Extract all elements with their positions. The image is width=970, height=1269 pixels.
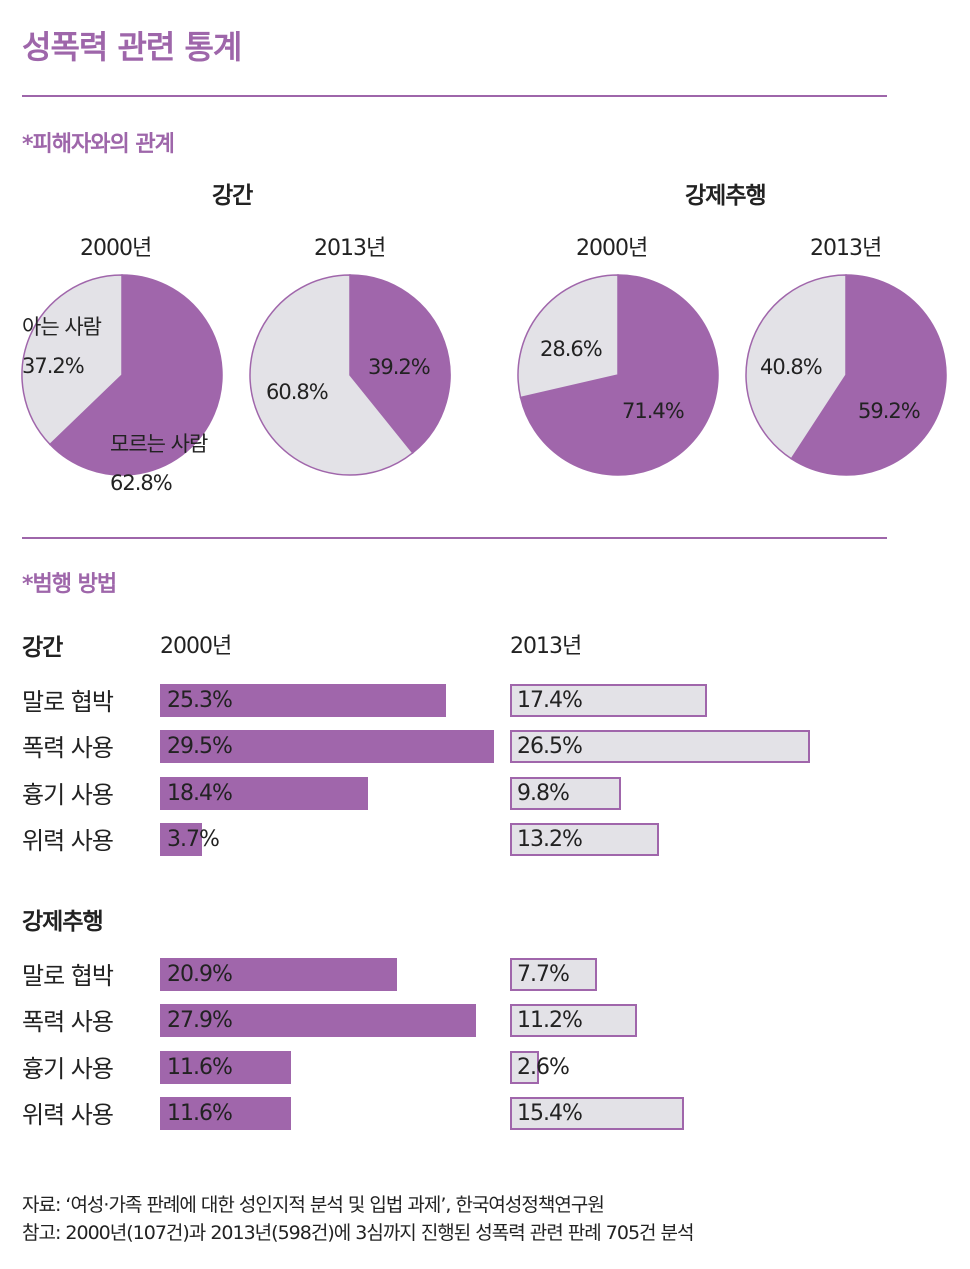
pie-slice	[790, 274, 947, 476]
bar-category-label: 말로 협박	[22, 688, 114, 716]
bar-value-label: 18.4%	[167, 780, 233, 806]
pie-slice-value: 62.8%	[110, 471, 173, 495]
bar-value-label: 9.8%	[517, 780, 570, 806]
bar-category-label: 흉기 사용	[22, 780, 114, 809]
bar	[510, 730, 810, 764]
bar	[510, 1004, 637, 1038]
reference-note: 참고: 2000년(107건)과 2013년(598건)에 3심까지 진행된 성…	[22, 1222, 695, 1244]
pie-slice	[21, 274, 123, 446]
pie-slice-label: 28.6%	[540, 330, 603, 369]
bar-value-label: 11.6%	[167, 1100, 233, 1126]
bar-value-label: 11.2%	[517, 1008, 583, 1034]
pie-slice-value: 37.2%	[22, 354, 85, 378]
bar	[160, 958, 397, 991]
pie-charts	[21, 274, 947, 476]
bar-value-label: 2.6%	[517, 1054, 570, 1080]
bar	[160, 822, 202, 856]
pie-slice-value: 39.2%	[368, 355, 431, 379]
bar-category-label: 말로 협박	[22, 962, 114, 990]
pie-slice-label: 아는 사람 37.2%	[22, 308, 102, 386]
bar-category-label: 위력 사용	[22, 826, 114, 855]
bar-value-label: 27.9%	[167, 1008, 233, 1034]
pie-slice-label: 모르는 사람 62.8%	[110, 425, 208, 503]
bar-value-label: 11.6%	[167, 1054, 233, 1080]
bar	[160, 1096, 292, 1130]
bar	[510, 776, 621, 810]
pie-slice-name: 모르는 사람	[110, 432, 208, 456]
bar	[160, 776, 369, 810]
bar-value-label: 13.2%	[517, 826, 583, 852]
bar-value-label: 20.9%	[167, 962, 233, 987]
bar	[510, 1050, 540, 1084]
bar	[510, 1096, 685, 1130]
divider	[22, 95, 887, 97]
pie-group-title: 강간	[212, 183, 253, 209]
pie-slice	[48, 274, 223, 476]
pie-slice-label: 71.4%	[622, 392, 685, 431]
bar-value-label: 25.3%	[167, 688, 233, 713]
pie-slice	[249, 274, 414, 476]
bar-value-label: 15.4%	[517, 1100, 583, 1126]
section-title-method: *범행 방법	[22, 572, 117, 597]
pie-slice	[519, 274, 719, 476]
bar-group-title: 강제추행	[22, 909, 104, 935]
bar-category-label: 폭력 사용	[22, 734, 114, 763]
page-title: 성폭력 관련 통계	[22, 28, 242, 66]
divider	[22, 537, 887, 539]
bar-year-header: 2000년	[160, 634, 232, 659]
pie-year-label: 2000년	[80, 236, 152, 261]
bar-year-header: 2013년	[510, 634, 582, 659]
pie-slice-value: 28.6%	[540, 337, 603, 361]
pie-slice-label: 60.8%	[266, 373, 329, 412]
bar-value-label: 29.5%	[167, 734, 233, 760]
pie-year-label: 2013년	[810, 236, 882, 261]
pie-slice	[349, 274, 451, 454]
pie-slice	[745, 274, 847, 460]
pie-slice-value: 71.4%	[622, 399, 685, 423]
pie-slice-label: 40.8%	[760, 348, 823, 387]
bar-group-title: 강간	[22, 635, 63, 661]
bar-value-label: 7.7%	[517, 962, 570, 987]
bar	[510, 684, 707, 717]
bar	[160, 684, 447, 717]
bar-category-label: 위력 사용	[22, 1100, 114, 1129]
pie-slice-name: 아는 사람	[22, 315, 102, 339]
bar-category-label: 폭력 사용	[22, 1008, 114, 1037]
pie-year-label: 2013년	[314, 236, 386, 261]
bar-value-label: 3.7%	[167, 826, 220, 852]
pie-slice-value: 59.2%	[858, 399, 921, 423]
bar	[510, 958, 598, 991]
bar	[160, 730, 494, 764]
bar	[160, 1050, 292, 1084]
pie-group-title: 강제추행	[685, 183, 767, 209]
pie-year-label: 2000년	[576, 236, 648, 261]
pie-slice	[517, 274, 619, 399]
bar-value-label: 17.4%	[517, 688, 583, 713]
section-title-relationship: *피해자와의 관계	[22, 132, 175, 157]
bar-category-label: 흉기 사용	[22, 1054, 114, 1083]
pie-slice-label: 59.2%	[858, 392, 921, 431]
bar-value-label: 26.5%	[517, 734, 583, 760]
pie-slice-value: 60.8%	[266, 380, 329, 404]
pie-slice-value: 40.8%	[760, 355, 823, 379]
bar	[510, 822, 660, 856]
bar	[160, 1004, 476, 1038]
source-note: 자료: ‘여성·가족 판례에 대한 성인지적 분석 및 입법 과제’, 한국여성…	[22, 1194, 605, 1216]
pie-slice-label: 39.2%	[368, 348, 431, 387]
